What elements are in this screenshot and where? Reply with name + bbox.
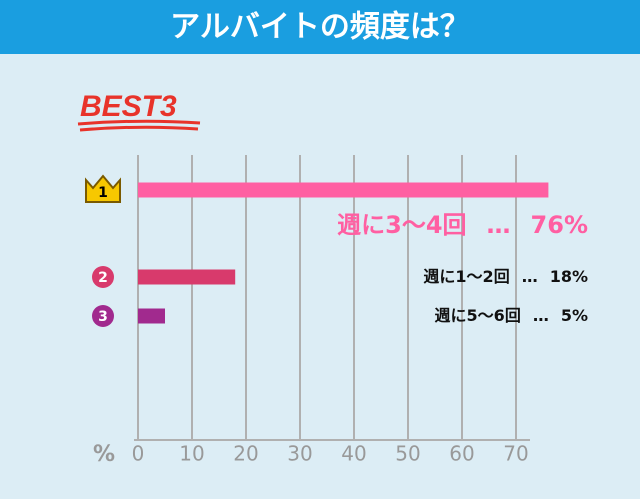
x-tick-label: 30 [287, 442, 312, 466]
value-label: 週に5～6回 … 5% [435, 306, 588, 325]
x-tick-label: 40 [341, 442, 366, 466]
separator: … [533, 306, 549, 325]
bar [138, 182, 549, 198]
category-label: 週に1～2回 [423, 267, 509, 286]
x-tick-label: 70 [503, 442, 528, 466]
x-tick-label: 50 [395, 442, 420, 466]
chart-title: アルバイトの頻度は？ [170, 10, 470, 45]
bar [138, 308, 165, 324]
x-tick-label: 0 [132, 442, 145, 466]
data-label: 5% [561, 306, 588, 325]
rank-label: 3 [98, 309, 108, 325]
rank-badge [92, 305, 114, 327]
x-tick-label: 60 [449, 442, 474, 466]
x-axis-label: % [93, 442, 115, 467]
underline [77, 119, 201, 132]
x-tick-label: 10 [179, 442, 204, 466]
bar [138, 269, 236, 285]
value-label: 週に1～2回 … 18% [423, 267, 588, 286]
data-label: 18% [550, 267, 588, 286]
category-label: 週に5～6回 [435, 306, 521, 325]
value-label: 週に3～4回 … 76% [337, 211, 588, 239]
data-label: 76% [531, 211, 588, 239]
rank-badge [92, 266, 114, 288]
x-tick-label: 20 [233, 442, 258, 466]
subtitle: BEST3 [80, 90, 177, 123]
rank-label: 1 [98, 185, 108, 201]
separator: … [522, 267, 538, 286]
category-label: 週に3～4回 [337, 211, 466, 239]
separator: … [487, 211, 511, 239]
title-bar [0, 0, 640, 54]
crown [85, 174, 121, 203]
rank-label: 2 [98, 270, 108, 286]
